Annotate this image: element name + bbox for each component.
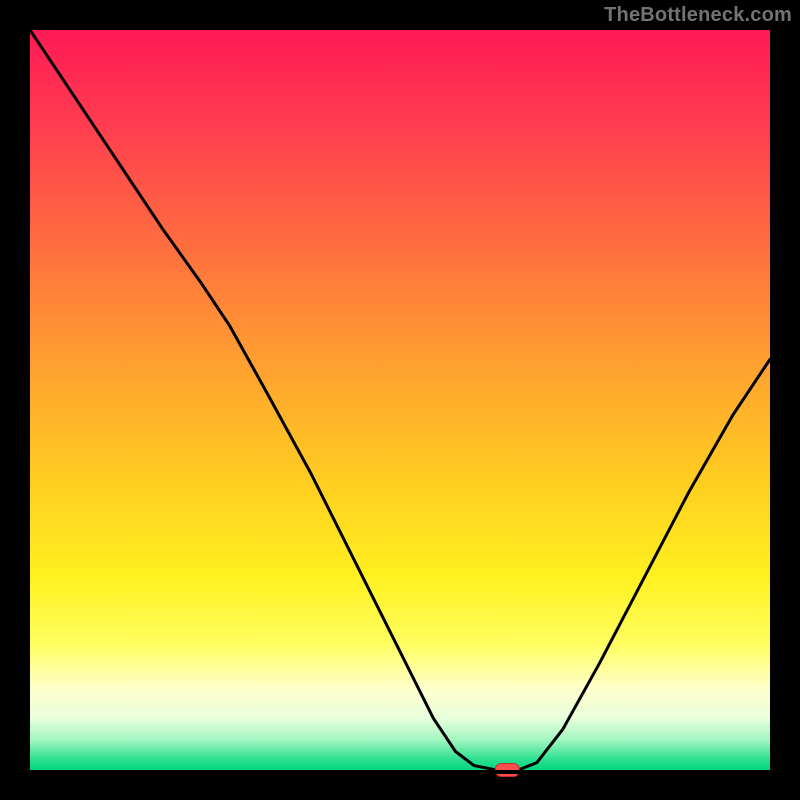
bottleneck-chart [0,0,800,800]
chart-container: TheBottleneck.com [0,0,800,800]
chart-background [30,30,770,770]
watermark-text: TheBottleneck.com [604,4,792,27]
